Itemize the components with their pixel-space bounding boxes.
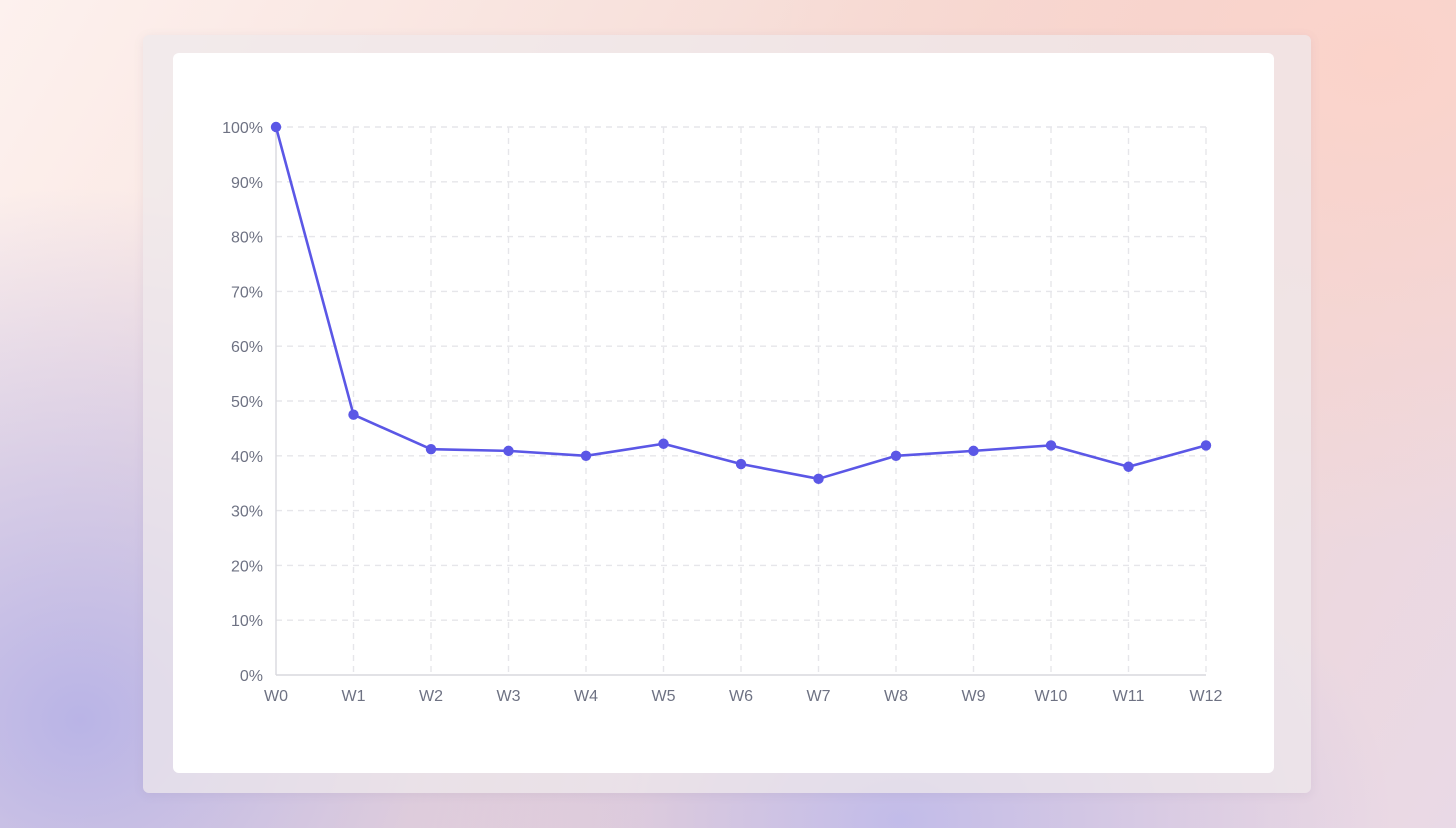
x-tick-label: W7 [807, 688, 831, 705]
x-tick-label: W2 [419, 688, 443, 705]
grid-layer [276, 126, 1207, 675]
data-point[interactable] [425, 444, 437, 455]
data-point[interactable] [890, 450, 902, 461]
y-tick-label: 20% [231, 558, 263, 575]
data-point[interactable] [1045, 440, 1057, 451]
data-point[interactable] [735, 458, 747, 470]
data-point[interactable] [580, 450, 592, 461]
data-point[interactable] [348, 409, 359, 420]
x-tick-label: W8 [884, 688, 908, 705]
data-point[interactable] [813, 473, 824, 485]
data-point[interactable] [658, 438, 669, 449]
x-tick-label: W6 [729, 688, 753, 705]
data-point[interactable] [968, 445, 979, 457]
data-point[interactable] [270, 121, 282, 133]
data-point[interactable] [1123, 461, 1134, 472]
data-point[interactable] [1200, 440, 1212, 451]
chart-card: 0% 10% 20% 30% 40% 50% 60% 70% 80% 90% 100% W0 W1 W2 W… [173, 53, 1274, 773]
y-tick-label: 50% [231, 394, 263, 411]
y-tick-label: 80% [231, 230, 263, 247]
x-tick-label: W10 [1035, 688, 1068, 705]
x-tick-label: W11 [1113, 688, 1145, 705]
y-tick-label: 90% [231, 175, 263, 192]
x-tick-label: W4 [574, 688, 598, 705]
y-tick-label: 70% [231, 284, 263, 301]
y-tick-label: 60% [231, 339, 263, 356]
x-tick-label: W1 [342, 688, 366, 705]
y-tick-label: 40% [231, 449, 263, 466]
x-tick-label: W3 [497, 688, 521, 705]
x-tick-label: W9 [962, 688, 986, 705]
y-tick-label: 0% [240, 668, 263, 685]
y-tick-label: 30% [231, 504, 263, 521]
axis-layer [275, 127, 1206, 676]
y-tick-label: 100% [222, 120, 263, 137]
data-point[interactable] [503, 445, 514, 457]
x-tick-label: W0 [264, 688, 288, 705]
retention-line-chart: 0% 10% 20% 30% 40% 50% 60% 70% 80% 90% 100% W0 W1 W2 W… [222, 120, 1222, 705]
tick-label-layer: 0% 10% 20% 30% 40% 50% 60% 70% 80% 90% 100% W0 W1 W2 W… [222, 120, 1222, 705]
x-tick-label: W5 [652, 688, 676, 705]
x-tick-label: W12 [1190, 688, 1223, 705]
series-layer [270, 121, 1212, 485]
y-tick-label: 10% [231, 613, 263, 630]
